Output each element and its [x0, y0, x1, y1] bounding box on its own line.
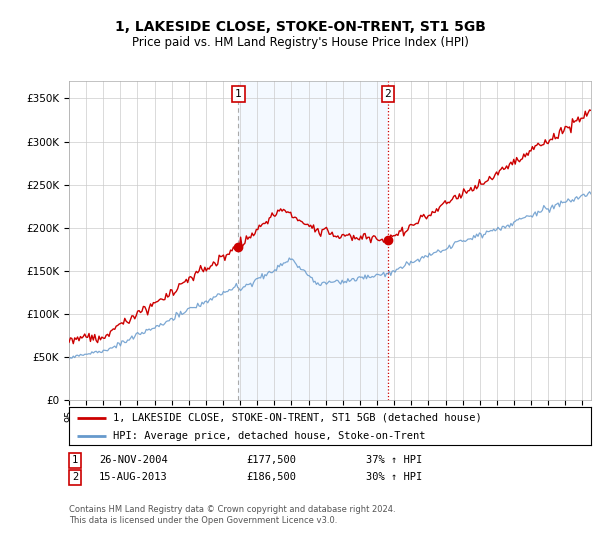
Text: 1, LAKESIDE CLOSE, STOKE-ON-TRENT, ST1 5GB (detached house): 1, LAKESIDE CLOSE, STOKE-ON-TRENT, ST1 5…: [113, 413, 482, 423]
Bar: [238, 81, 388, 400]
Text: £186,500: £186,500: [246, 472, 296, 482]
Text: 26-NOV-2004: 26-NOV-2004: [99, 455, 168, 465]
Text: 2: 2: [72, 472, 78, 482]
Text: 30% ↑ HPI: 30% ↑ HPI: [366, 472, 422, 482]
Text: 37% ↑ HPI: 37% ↑ HPI: [366, 455, 422, 465]
Text: £177,500: £177,500: [246, 455, 296, 465]
Text: 1, LAKESIDE CLOSE, STOKE-ON-TRENT, ST1 5GB: 1, LAKESIDE CLOSE, STOKE-ON-TRENT, ST1 5…: [115, 20, 485, 34]
Text: 2: 2: [385, 89, 391, 99]
Text: 15-AUG-2013: 15-AUG-2013: [99, 472, 168, 482]
Text: Contains HM Land Registry data © Crown copyright and database right 2024.
This d: Contains HM Land Registry data © Crown c…: [69, 505, 395, 525]
Text: 1: 1: [235, 89, 242, 99]
Text: Price paid vs. HM Land Registry's House Price Index (HPI): Price paid vs. HM Land Registry's House …: [131, 36, 469, 49]
Text: 1: 1: [72, 455, 78, 465]
Text: HPI: Average price, detached house, Stoke-on-Trent: HPI: Average price, detached house, Stok…: [113, 431, 426, 441]
